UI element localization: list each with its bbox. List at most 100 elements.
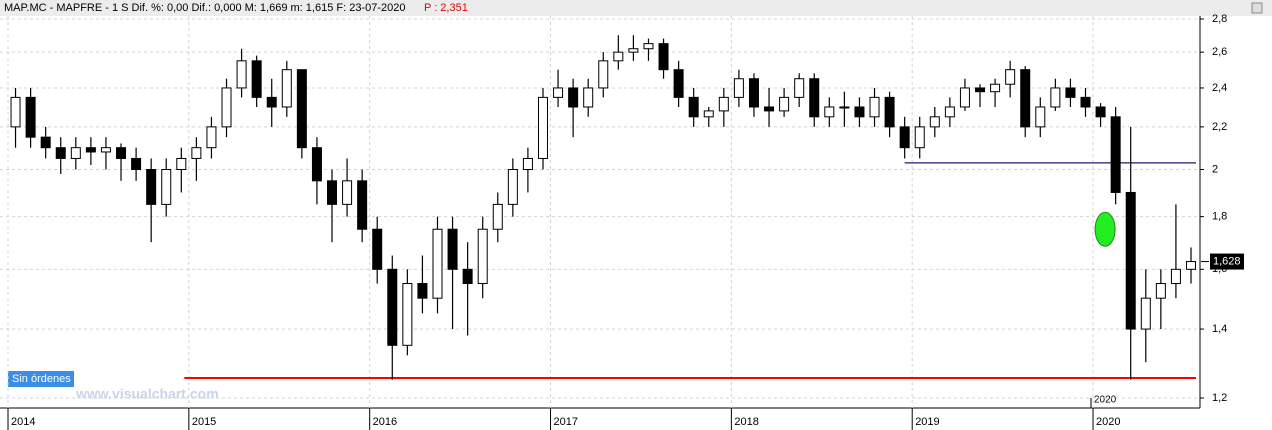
candle-body (522, 157, 533, 171)
header-price: P : 2,351 (424, 2, 468, 14)
candle-body (85, 147, 96, 153)
candle-body (824, 106, 835, 118)
candle-body (643, 43, 654, 50)
candle-body (357, 180, 368, 230)
candle-body (990, 83, 1001, 93)
candle-body (1170, 268, 1181, 285)
candle-body (40, 136, 51, 149)
y-tick-label: 2,2 (1212, 121, 1227, 133)
candle-body (779, 96, 790, 112)
y-tick-label: 2,8 (1212, 13, 1227, 25)
candle-body (372, 228, 383, 270)
candle-body (658, 43, 669, 71)
candle-body (1005, 69, 1016, 85)
marker (1094, 211, 1116, 247)
x-tick-label: 2014 (11, 416, 35, 428)
candle-body (1095, 106, 1106, 118)
candle-body (327, 180, 338, 205)
year-marker: 2020 (1094, 395, 1117, 406)
candle-body (342, 180, 353, 205)
candle-body (1035, 106, 1046, 128)
y-tick-label: 1,2 (1212, 392, 1227, 404)
candle-body (206, 126, 217, 149)
candle-body (266, 96, 277, 108)
candle-body (387, 268, 398, 346)
candle-body (311, 147, 322, 182)
candle-body (553, 87, 564, 98)
candle-body (55, 147, 66, 159)
orders-badge (8, 371, 74, 387)
candle-body (447, 228, 458, 270)
watermark: www.visualchart.com (75, 386, 219, 402)
candle-body (281, 69, 292, 108)
candle-body (914, 126, 925, 149)
candle-body (733, 78, 744, 98)
price-label: 1,628 (1213, 255, 1241, 267)
candle-body (1125, 191, 1136, 330)
candle-body (1080, 96, 1091, 108)
candle-body (1140, 297, 1151, 330)
candle-body (131, 157, 142, 171)
header-bar (0, 0, 1272, 16)
x-tick-label: 2020 (1096, 416, 1120, 428)
candle-body (176, 157, 187, 171)
x-tick-label: 2019 (915, 416, 939, 428)
candle-body (628, 48, 639, 53)
candle-body (432, 228, 443, 299)
candle-body (613, 51, 624, 62)
candle-body (839, 106, 850, 109)
close-button[interactable] (1251, 2, 1263, 14)
header: MAP.MC - MAPFRE - 1 S Dif. %: 0,00 Dif.:… (4, 2, 405, 14)
y-tick-label: 1,8 (1212, 211, 1227, 223)
candle-body (884, 96, 895, 128)
y-tick-label: 1,4 (1212, 323, 1227, 335)
candle-body (1155, 283, 1166, 299)
candle-body (1050, 87, 1061, 108)
candle-body (688, 96, 699, 118)
y-tick-label: 2,6 (1212, 46, 1227, 58)
candle-body (251, 60, 262, 98)
candle-body (809, 78, 820, 118)
candle-body (959, 87, 970, 108)
orders-label: Sin órdenes (12, 373, 71, 385)
candle-body (70, 147, 81, 159)
candle-body (537, 96, 548, 159)
candle-body (236, 60, 247, 89)
x-tick-label: 2018 (734, 416, 758, 428)
candle-body (869, 96, 880, 118)
x-tick-label: 2016 (373, 416, 397, 428)
candle-body (673, 69, 684, 98)
candle-body (944, 106, 955, 118)
candle-body (975, 87, 986, 93)
candle-body (462, 268, 473, 285)
candle-body (929, 116, 940, 128)
candle-body (221, 87, 232, 128)
candle-body (296, 69, 307, 149)
candle-body (598, 60, 609, 89)
candle-body (477, 228, 488, 285)
candle-body (492, 203, 503, 230)
candle-body (161, 169, 172, 205)
candle-body (1185, 261, 1196, 270)
candle-body (116, 147, 127, 159)
y-tick-label: 2,4 (1212, 82, 1227, 94)
candle-body (748, 78, 759, 108)
candle-body (507, 169, 518, 205)
candle-body (854, 106, 865, 118)
x-tick-label: 2017 (554, 416, 578, 428)
candle-body (583, 87, 594, 108)
candle-body (899, 126, 910, 149)
candle-body (1065, 87, 1076, 98)
candle-body (417, 283, 428, 299)
candle-body (718, 96, 729, 112)
candle-body (25, 96, 36, 138)
candle-body (402, 283, 413, 346)
candle-body (100, 147, 111, 153)
price-badge (1210, 253, 1244, 270)
candle-body (1110, 116, 1121, 193)
candle-body (1020, 69, 1031, 128)
candle-body (794, 78, 805, 98)
x-tick-label: 2015 (192, 416, 216, 428)
candle-body (191, 147, 202, 159)
